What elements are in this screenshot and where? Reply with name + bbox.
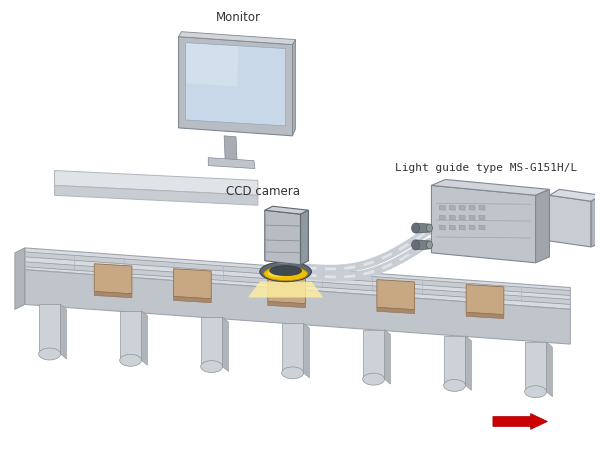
Polygon shape — [362, 329, 385, 379]
Polygon shape — [200, 317, 223, 367]
Polygon shape — [179, 37, 293, 136]
Polygon shape — [479, 205, 485, 210]
Polygon shape — [439, 225, 445, 230]
Polygon shape — [173, 269, 211, 299]
Text: CCD camera: CCD camera — [226, 185, 300, 198]
Polygon shape — [493, 414, 547, 430]
Polygon shape — [15, 248, 25, 309]
Polygon shape — [524, 342, 547, 392]
Polygon shape — [466, 285, 504, 314]
Polygon shape — [142, 311, 148, 365]
Ellipse shape — [38, 348, 61, 360]
Polygon shape — [449, 225, 455, 230]
Ellipse shape — [260, 262, 311, 282]
Polygon shape — [25, 252, 570, 296]
Polygon shape — [301, 210, 308, 265]
Polygon shape — [185, 43, 286, 126]
Polygon shape — [281, 323, 304, 373]
Polygon shape — [278, 260, 293, 265]
Polygon shape — [38, 305, 61, 354]
Polygon shape — [439, 205, 445, 210]
Polygon shape — [377, 280, 415, 310]
Ellipse shape — [524, 386, 547, 398]
Polygon shape — [25, 262, 570, 305]
Polygon shape — [449, 215, 455, 220]
Polygon shape — [469, 215, 475, 220]
Polygon shape — [187, 44, 238, 86]
Polygon shape — [94, 264, 132, 294]
Polygon shape — [459, 215, 465, 220]
Polygon shape — [466, 336, 472, 391]
Text: Monitor: Monitor — [215, 11, 260, 24]
Polygon shape — [173, 297, 211, 303]
Ellipse shape — [362, 373, 385, 385]
Polygon shape — [293, 39, 296, 136]
Ellipse shape — [412, 240, 419, 250]
Polygon shape — [248, 282, 323, 298]
Ellipse shape — [412, 223, 419, 233]
Polygon shape — [265, 210, 301, 265]
Polygon shape — [536, 189, 550, 263]
Polygon shape — [459, 205, 465, 210]
Polygon shape — [224, 136, 237, 161]
Ellipse shape — [270, 266, 302, 276]
Polygon shape — [416, 223, 430, 233]
Polygon shape — [268, 274, 305, 304]
Ellipse shape — [268, 270, 287, 277]
Polygon shape — [25, 248, 570, 309]
Ellipse shape — [443, 379, 466, 392]
Polygon shape — [479, 225, 485, 230]
Polygon shape — [208, 157, 255, 169]
Ellipse shape — [427, 241, 433, 249]
Polygon shape — [119, 311, 142, 360]
Polygon shape — [265, 206, 308, 214]
Polygon shape — [439, 215, 445, 220]
Polygon shape — [547, 342, 553, 397]
Polygon shape — [469, 225, 475, 230]
Polygon shape — [550, 196, 591, 247]
Polygon shape — [304, 323, 310, 378]
Polygon shape — [469, 205, 475, 210]
Ellipse shape — [119, 354, 142, 366]
Text: Light guide type MS-G151H/L: Light guide type MS-G151H/L — [395, 163, 577, 172]
Ellipse shape — [281, 367, 304, 379]
Polygon shape — [94, 291, 132, 298]
Polygon shape — [55, 171, 258, 196]
Polygon shape — [431, 180, 550, 196]
Polygon shape — [223, 317, 229, 372]
Polygon shape — [55, 185, 258, 205]
Polygon shape — [550, 189, 600, 201]
Polygon shape — [416, 240, 430, 250]
Polygon shape — [591, 196, 600, 247]
Polygon shape — [479, 215, 485, 220]
Polygon shape — [449, 205, 455, 210]
Ellipse shape — [200, 360, 223, 373]
Polygon shape — [431, 185, 536, 263]
Polygon shape — [25, 270, 570, 344]
Polygon shape — [385, 329, 391, 384]
Polygon shape — [466, 313, 504, 319]
Polygon shape — [268, 301, 305, 308]
Polygon shape — [377, 307, 415, 313]
Polygon shape — [459, 225, 465, 230]
Polygon shape — [443, 336, 466, 385]
Polygon shape — [179, 31, 296, 45]
Ellipse shape — [264, 267, 307, 281]
Polygon shape — [61, 305, 67, 359]
Ellipse shape — [427, 224, 433, 232]
